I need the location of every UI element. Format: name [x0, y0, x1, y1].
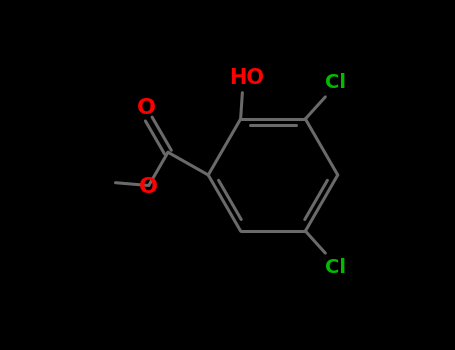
Text: Cl: Cl	[324, 258, 346, 277]
Text: HO: HO	[229, 68, 264, 88]
Text: O: O	[139, 177, 157, 197]
Text: O: O	[136, 98, 156, 118]
Text: Cl: Cl	[324, 74, 346, 92]
